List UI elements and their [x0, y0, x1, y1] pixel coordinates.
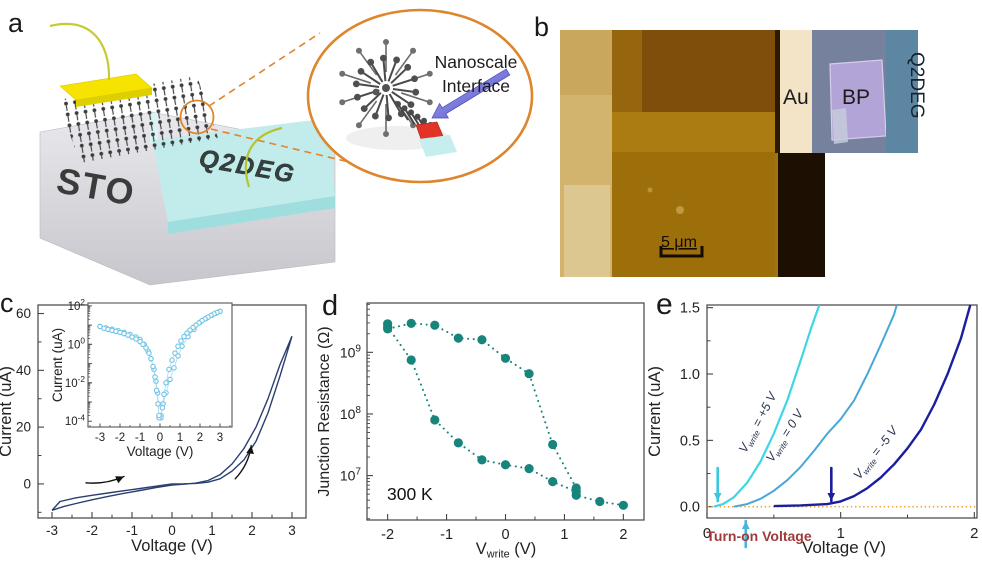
svg-text:0: 0 — [501, 527, 509, 543]
electrode-front — [76, 88, 152, 107]
svg-text:Vwrite = 0 V: Vwrite = 0 V — [763, 406, 808, 466]
svg-text:Current (uA): Current (uA) — [646, 366, 664, 457]
svg-text:-2: -2 — [381, 527, 394, 543]
svg-text:3: 3 — [217, 432, 223, 444]
afm-image — [560, 30, 825, 277]
svg-text:0: 0 — [23, 476, 31, 491]
svg-text:0: 0 — [703, 525, 711, 542]
svg-text:-1: -1 — [126, 523, 138, 538]
nanoscale-arrow-icon — [431, 68, 511, 119]
panel-c-label: c — [0, 288, 14, 318]
svg-text:108: 108 — [340, 405, 362, 422]
svg-text:Junction Resistance (Ω): Junction Resistance (Ω) — [316, 326, 333, 496]
zoom-ellipse — [306, 8, 534, 184]
svg-text:20: 20 — [16, 420, 31, 435]
svg-text:1: 1 — [177, 432, 183, 444]
panel-d-chart: -2 -1 0 1 2 109 108 107 Junction Resistance (Ω) V… — [316, 302, 645, 561]
svg-text:Current (uA): Current (uA) — [50, 328, 65, 402]
svg-text:107: 107 — [340, 467, 362, 484]
svg-text:0: 0 — [168, 523, 176, 538]
svg-text:10-2: 10-2 — [65, 375, 86, 390]
q2deg-wire — [244, 126, 283, 188]
panel-a-schematic: STO Q2DEG Nanoscale Interface — [39, 8, 534, 286]
svg-text:Vwrite = +5 V: Vwrite = +5 V — [736, 389, 782, 456]
svg-text:2: 2 — [619, 527, 627, 543]
svg-text:-2: -2 — [86, 523, 98, 538]
svg-text:-1: -1 — [440, 527, 453, 543]
svg-text:0: 0 — [157, 432, 163, 444]
svg-text:0.0: 0.0 — [680, 500, 700, 516]
svg-text:0.5: 0.5 — [680, 433, 700, 449]
svg-text:109: 109 — [340, 343, 362, 360]
panel-a-label: a — [8, 8, 24, 38]
panel-e-chart: 0 1 2 0.0 0.5 1.0 1.5 Current (uA) Voltage (V) Vw… — [646, 301, 978, 557]
panel-d-label: d — [322, 290, 339, 322]
callout-line2: Interface — [442, 76, 510, 96]
svg-text:-3: -3 — [95, 432, 105, 444]
optical-image — [780, 30, 918, 153]
electrode-wire — [49, 23, 111, 81]
svg-text:-2: -2 — [115, 432, 125, 444]
q2deg-front — [168, 196, 335, 234]
q2deg-top — [152, 118, 335, 222]
svg-text:Turn-on Voltage: Turn-on Voltage — [706, 528, 811, 544]
scale-bar-label: 5 μm — [661, 234, 697, 251]
panel-b-label: b — [534, 12, 550, 42]
zoom-source-circle — [179, 99, 215, 135]
svg-text:Voltage (V): Voltage (V) — [802, 538, 886, 557]
svg-text:Voltage (V): Voltage (V) — [131, 537, 213, 555]
svg-text:-1: -1 — [135, 432, 145, 444]
svg-text:1: 1 — [208, 523, 216, 538]
svg-text:1.5: 1.5 — [680, 301, 700, 317]
svg-text:Vwrite = -5 V: Vwrite = -5 V — [851, 423, 903, 484]
molecule-cluster — [339, 39, 442, 142]
svg-text:Current (uA): Current (uA) — [0, 366, 15, 457]
svg-text:Voltage (V): Voltage (V) — [127, 444, 194, 459]
svg-text:300 K: 300 K — [387, 484, 433, 504]
svg-text:2: 2 — [248, 523, 256, 538]
electrode-top — [59, 73, 153, 101]
zoom-dash-top — [208, 32, 321, 107]
svg-text:2: 2 — [970, 525, 978, 542]
svg-text:102: 102 — [68, 298, 86, 313]
au-label: Au — [783, 86, 809, 109]
svg-text:100: 100 — [68, 337, 86, 352]
svg-text:2: 2 — [197, 432, 203, 444]
interface-channel-patch — [419, 135, 457, 157]
svg-text:Vwrite (V): Vwrite (V) — [476, 540, 537, 561]
scale-bar-icon — [659, 246, 704, 258]
q2deg-strip-label: Q2DEG — [906, 52, 927, 119]
svg-text:10-4: 10-4 — [65, 413, 86, 428]
svg-text:40: 40 — [16, 363, 31, 378]
callout-line1: Nanoscale — [435, 52, 518, 72]
svg-text:-3: -3 — [46, 523, 58, 538]
bp-label: BP — [842, 86, 870, 109]
svg-text:60: 60 — [16, 306, 31, 321]
svg-text:1.0: 1.0 — [680, 367, 700, 383]
svg-text:1: 1 — [836, 525, 844, 542]
svg-text:3: 3 — [288, 523, 296, 538]
panel-e-label: e — [656, 288, 673, 321]
panel-b-images: 5 μm Au BP Q2DEG — [560, 30, 927, 277]
svg-text:1: 1 — [560, 527, 568, 543]
